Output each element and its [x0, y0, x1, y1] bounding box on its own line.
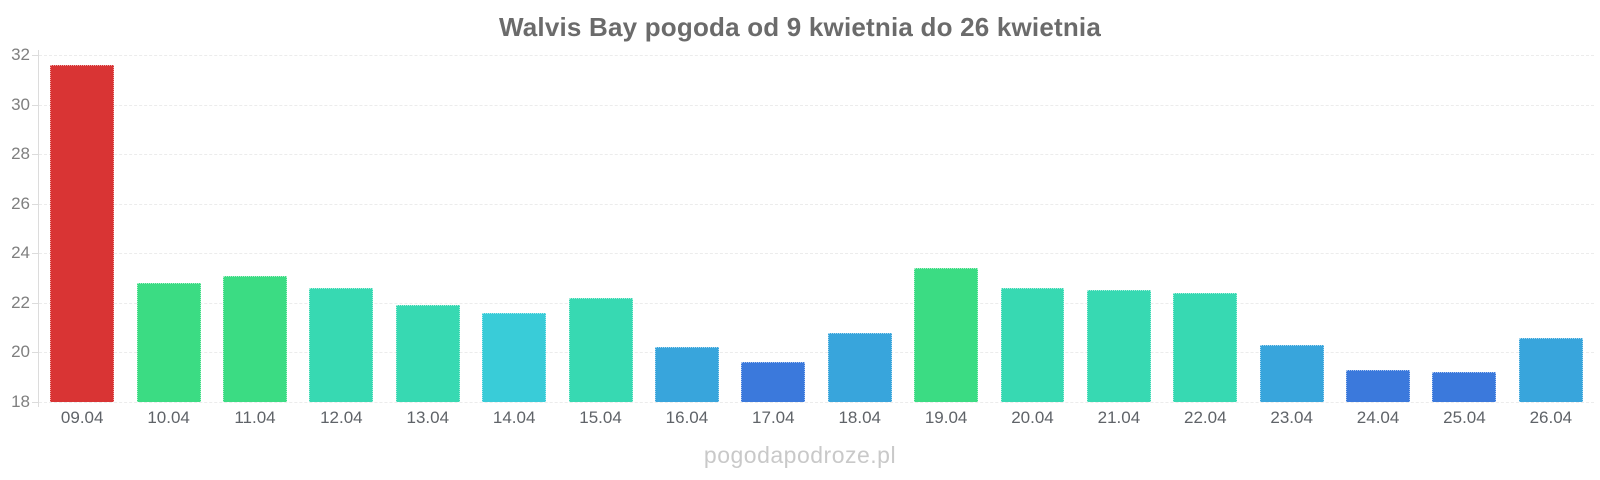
- bar-25.04: [1432, 372, 1497, 402]
- bar-18.04: [827, 332, 892, 402]
- x-tick-label: 26.04: [1529, 408, 1573, 427]
- bar-23.04: [1259, 345, 1324, 402]
- x-tick-label: 15.04: [579, 408, 622, 427]
- bar-slot: [471, 55, 557, 402]
- y-tick-mark: [32, 203, 39, 205]
- bar-12.04: [309, 288, 374, 402]
- bar-slot: [1162, 55, 1248, 402]
- x-tick-label: 25.04: [1443, 408, 1486, 427]
- bar-slot: [1335, 55, 1421, 402]
- gridline: [39, 55, 1594, 56]
- bar-slot: [1076, 55, 1162, 402]
- bar-slot: [39, 55, 125, 402]
- bar-slot: [903, 55, 989, 402]
- bar-16.04: [654, 347, 719, 402]
- y-tick-label: 20: [11, 342, 30, 362]
- x-tick-label: 09.04: [60, 408, 104, 427]
- x-tick-label: 12.04: [320, 408, 363, 427]
- plot-area: [39, 55, 1594, 403]
- bar-19.04: [914, 268, 979, 402]
- bar-slot: [1248, 55, 1334, 402]
- bar-24.04: [1346, 369, 1411, 402]
- y-tick-label: 26: [11, 193, 30, 213]
- bar-10.04: [136, 283, 201, 402]
- y-tick-mark: [32, 253, 39, 255]
- bar-slot: [298, 55, 384, 402]
- y-tick-mark: [32, 55, 39, 56]
- x-tick-label: 24.04: [1356, 408, 1400, 427]
- x-tick-label: 10.04: [147, 408, 190, 427]
- y-axis-line: [38, 50, 39, 407]
- y-tick-mark: [32, 104, 39, 106]
- bars-container: [39, 55, 1594, 402]
- bar-13.04: [395, 305, 460, 402]
- y-tick-label: 30: [11, 94, 30, 114]
- bar-slot: [1508, 55, 1594, 402]
- y-tick-label: 18: [11, 392, 30, 411]
- y-tick-label: 22: [11, 292, 30, 312]
- x-tick-label: 22.04: [1184, 408, 1227, 427]
- x-tick-label: 14.04: [492, 408, 536, 427]
- gridline: [39, 302, 1594, 304]
- bar-slot: [125, 55, 211, 402]
- y-tick-label: 28: [11, 144, 30, 164]
- y-tick-label: 24: [11, 243, 30, 263]
- y-tick-mark: [32, 302, 39, 304]
- gridline: [39, 154, 1594, 156]
- y-tick-mark: [32, 352, 39, 354]
- bar-slot: [557, 55, 643, 402]
- bar-22.04: [1173, 292, 1238, 402]
- bar-slot: [644, 55, 730, 402]
- y-tick-label: 32: [11, 45, 30, 64]
- x-tick-label: 21.04: [1097, 408, 1141, 427]
- chart-title: Walvis Bay pogoda od 9 kwietnia do 26 kw…: [498, 12, 1102, 42]
- x-axis-labels: 09.04 10.04 11.04 12.04 13.04 14.04 15.04 16.04…: [39, 408, 1594, 428]
- bar-14.04: [482, 312, 547, 402]
- bar-slot: [1421, 55, 1507, 402]
- bar-17.04: [741, 362, 806, 402]
- gridline: [39, 402, 1594, 403]
- bar-11.04: [223, 275, 287, 402]
- y-axis-labels: 18 20 22 24 26 28 30 32: [0, 45, 34, 411]
- bar-09.04: [50, 64, 115, 402]
- bar-26.04: [1518, 337, 1583, 402]
- bar-slot: [730, 55, 816, 402]
- x-tick-label: 13.04: [406, 408, 450, 427]
- x-tick-label: 11.04: [234, 408, 276, 427]
- y-tick-mark: [32, 154, 39, 156]
- gridline: [39, 352, 1594, 354]
- bar-slot: [212, 55, 298, 402]
- x-tick-label: 18.04: [838, 408, 881, 427]
- gridline: [39, 203, 1594, 205]
- bar-slot: [385, 55, 471, 402]
- x-tick-label: 20.04: [1011, 408, 1054, 427]
- bar-slot: [989, 55, 1075, 402]
- x-tick-label: 16.04: [665, 408, 709, 427]
- watermark-text: pogodapodroze.pl: [703, 442, 897, 468]
- gridline: [39, 253, 1594, 255]
- x-tick-label: 19.04: [924, 408, 968, 427]
- bar-15.04: [568, 297, 633, 402]
- y-tick-mark: [32, 402, 39, 403]
- x-tick-label: 23.04: [1270, 408, 1313, 427]
- x-tick-label: 17.04: [752, 408, 795, 427]
- bar-21.04: [1086, 290, 1151, 402]
- bar-slot: [817, 55, 903, 402]
- bar-20.04: [1000, 288, 1065, 402]
- gridline: [39, 104, 1594, 106]
